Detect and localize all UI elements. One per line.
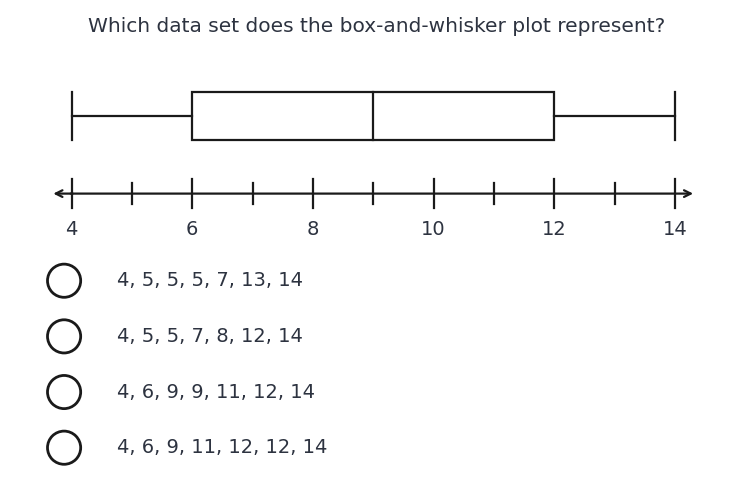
Text: Which data set does the box-and-whisker plot represent?: Which data set does the box-and-whisker … — [88, 17, 666, 36]
Text: 4, 6, 9, 9, 11, 12, 14: 4, 6, 9, 9, 11, 12, 14 — [117, 382, 315, 402]
Text: 4, 5, 5, 5, 7, 13, 14: 4, 5, 5, 5, 7, 13, 14 — [117, 271, 303, 290]
Text: 4, 5, 5, 7, 8, 12, 14: 4, 5, 5, 7, 8, 12, 14 — [117, 327, 303, 346]
Text: 6: 6 — [186, 220, 198, 239]
Text: 10: 10 — [421, 220, 446, 239]
Text: 4, 6, 9, 11, 12, 12, 14: 4, 6, 9, 11, 12, 12, 14 — [117, 438, 327, 457]
Text: 12: 12 — [542, 220, 566, 239]
Bar — [192, 92, 554, 140]
Text: 8: 8 — [307, 220, 319, 239]
Text: 14: 14 — [663, 220, 687, 239]
Text: 4: 4 — [66, 220, 78, 239]
